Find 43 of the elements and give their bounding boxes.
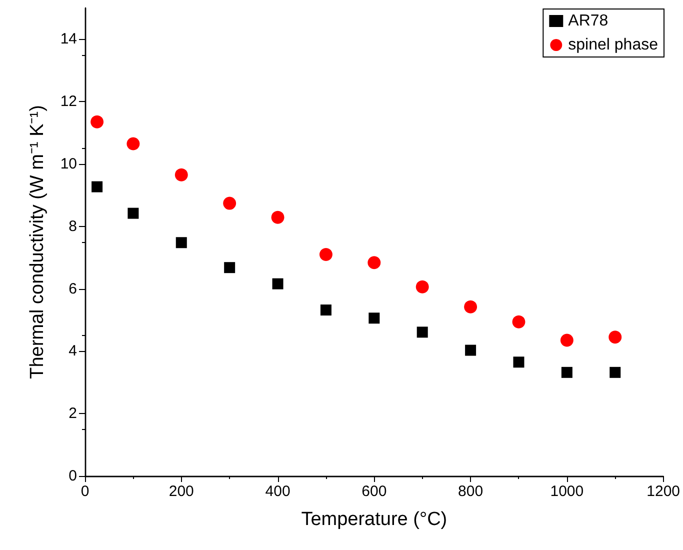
point	[416, 326, 428, 338]
y-axis-title: Thermal conductivity (W m⁻¹ K⁻¹)	[27, 105, 48, 379]
point	[128, 208, 139, 219]
point	[608, 330, 622, 344]
point	[272, 278, 284, 290]
point	[560, 334, 574, 347]
y-tick-label: 14	[60, 30, 77, 48]
point	[174, 168, 188, 182]
point	[90, 115, 104, 128]
point	[92, 181, 103, 192]
point	[561, 366, 572, 378]
point	[271, 210, 284, 224]
y-tick-label: 6	[68, 280, 77, 298]
y-tick-label: 10	[60, 156, 77, 172]
y-tick-label: 2	[68, 405, 77, 422]
point	[368, 256, 381, 270]
x-tick-label: 400	[265, 483, 290, 500]
point	[513, 356, 524, 368]
y-tick-label: 0	[68, 468, 77, 484]
x-tick-label: 600	[362, 483, 387, 500]
x-tick-label: 800	[458, 483, 484, 500]
x-tick-label: 1200	[646, 483, 680, 500]
point	[320, 304, 332, 316]
point	[368, 312, 380, 324]
point	[223, 196, 236, 210]
point	[224, 262, 236, 274]
x-tick-label: 0	[80, 483, 90, 500]
point	[610, 366, 621, 378]
point	[465, 344, 476, 356]
point	[416, 280, 429, 294]
legend-label: spinel phase	[568, 36, 658, 54]
y-tick-label: 12	[60, 93, 77, 110]
x-tick-label: 200	[168, 483, 194, 500]
x-tick-label: 1000	[550, 483, 584, 500]
point	[176, 237, 187, 248]
point	[126, 137, 140, 150]
x-axis-title: Temperature (°C)	[301, 509, 448, 530]
point	[464, 300, 478, 314]
legend-label: AR78	[568, 12, 608, 30]
y-tick-label: 4	[68, 342, 77, 360]
y-tick-label: 8	[68, 218, 77, 235]
point	[319, 248, 332, 261]
point	[512, 315, 526, 328]
